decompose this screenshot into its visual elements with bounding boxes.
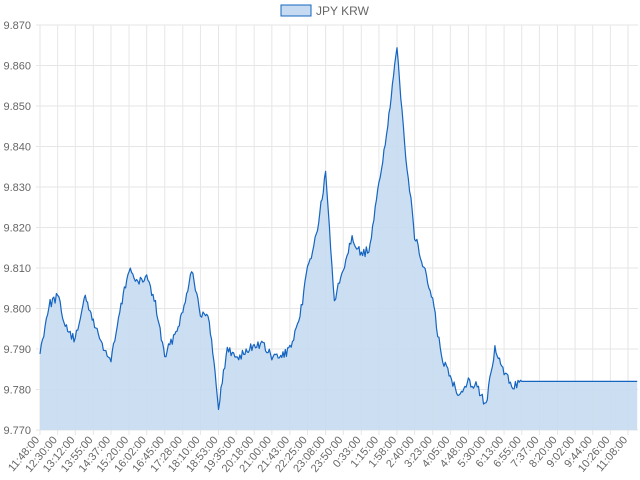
y-tick-label: 9.800 bbox=[3, 304, 31, 316]
series-area-jpy-krw bbox=[40, 47, 638, 430]
y-tick-label: 9.830 bbox=[3, 182, 31, 194]
y-tick-label: 9.820 bbox=[3, 223, 31, 235]
legend-label[interactable]: JPY KRW bbox=[316, 4, 370, 18]
y-tick-label: 9.770 bbox=[3, 425, 31, 437]
y-tick-label: 9.860 bbox=[3, 61, 31, 73]
legend[interactable]: JPY KRW bbox=[280, 4, 370, 18]
x-axis-labels: 11:48:0012:30:0013:12:0013:55:0014:37:00… bbox=[6, 434, 630, 475]
y-tick-label: 9.790 bbox=[3, 344, 31, 356]
y-tick-label: 9.850 bbox=[3, 101, 31, 113]
y-tick-label: 9.840 bbox=[3, 142, 31, 154]
y-tick-label: 9.810 bbox=[3, 263, 31, 275]
y-axis-labels: 9.770 9.780 9.790 9.800 9.810 9.820 9.830 9.840… bbox=[3, 20, 31, 437]
y-tick-label: 9.780 bbox=[3, 385, 31, 397]
legend-swatch[interactable] bbox=[280, 4, 312, 17]
y-tick-label: 9.870 bbox=[3, 20, 31, 32]
series-line-jpy-krw bbox=[39, 47, 638, 411]
